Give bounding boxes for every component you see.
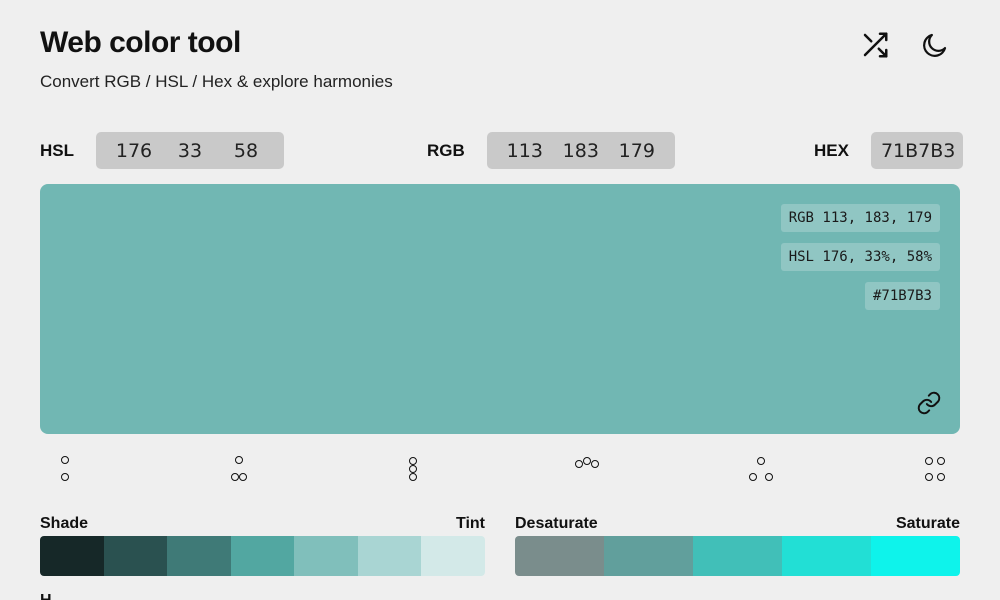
square-harmony-button[interactable] <box>918 454 952 486</box>
hex-input-box: 71B7B3 <box>870 132 963 169</box>
shade-tint-swatch-1[interactable] <box>40 536 104 576</box>
hsl-label: HSL <box>40 140 74 160</box>
saturation-swatch-2[interactable] <box>604 536 693 576</box>
desaturate-label: Desaturate <box>515 515 598 532</box>
saturation-swatch-3[interactable] <box>693 536 782 576</box>
hex-input[interactable]: 71B7B3 <box>880 139 956 162</box>
triadic-icon <box>409 457 417 481</box>
hsl-code-chip[interactable]: HSL 176, 33%, 58% <box>780 243 940 271</box>
analogous-icon <box>575 457 599 468</box>
complementary-harmony-button[interactable] <box>48 454 82 486</box>
shade-tint-swatch-5[interactable] <box>294 536 358 576</box>
shade-tint-swatch-2[interactable] <box>103 536 168 576</box>
shade-tint-swatch-6[interactable] <box>357 536 422 576</box>
shade-tint-swatch-7[interactable] <box>421 536 485 576</box>
analogous-harmony-button[interactable] <box>570 454 604 486</box>
page-title: Web color tool <box>40 26 241 59</box>
saturation-scale <box>515 536 960 576</box>
hex-label: HEX <box>814 140 849 160</box>
share-link-button[interactable] <box>916 390 942 416</box>
lightness-input[interactable]: 58 <box>233 139 259 162</box>
hsl-input-box: 176 33 58 <box>96 132 284 169</box>
square-icon <box>925 457 945 481</box>
shade-tint-swatch-3[interactable] <box>167 536 231 576</box>
red-input[interactable]: 113 <box>506 139 543 162</box>
blue-input[interactable]: 179 <box>618 139 655 162</box>
shade-tint-scale <box>40 536 485 576</box>
hue-input[interactable]: 176 <box>115 139 153 162</box>
shade-label: Shade <box>40 515 89 532</box>
rgb-field-group: RGB 113 183 179 <box>427 132 675 169</box>
complementary-icon <box>61 456 69 481</box>
split-complementary-harmony-button[interactable] <box>222 454 256 486</box>
saturation-swatch-4[interactable] <box>782 536 871 576</box>
page-subtitle: Convert RGB / HSL / Hex & explore harmon… <box>40 72 393 91</box>
rgb-input-box: 113 183 179 <box>486 132 675 169</box>
hex-code-chip[interactable]: #71B7B3 <box>864 282 940 310</box>
shade-tint-swatch-4[interactable] <box>230 536 295 576</box>
triadic-harmony-button[interactable] <box>396 454 430 486</box>
tetradic-icon <box>749 457 773 481</box>
tint-label: Tint <box>455 515 485 532</box>
rgb-code-chip[interactable]: RGB 113, 183, 179 <box>780 204 940 232</box>
shuffle-icon <box>863 32 888 58</box>
link-icon <box>917 391 941 415</box>
green-input[interactable]: 183 <box>562 139 599 162</box>
saturation-swatch-5[interactable] <box>871 536 960 576</box>
saturate-label: Saturate <box>895 515 960 532</box>
tetradic-harmony-button[interactable] <box>744 454 778 486</box>
theme-toggle-button[interactable] <box>918 28 952 62</box>
moon-icon <box>923 33 947 57</box>
saturation-swatch-1[interactable] <box>515 536 604 576</box>
hex-field-group: HEX 71B7B3 <box>814 132 963 169</box>
saturation-input[interactable]: 33 <box>177 139 203 162</box>
next-section-label: H <box>40 592 52 600</box>
shuffle-button[interactable] <box>858 28 892 62</box>
color-preview: RGB 113, 183, 179 HSL 176, 33%, 58% #71B… <box>40 184 960 434</box>
rgb-label: RGB <box>427 140 465 160</box>
split-complementary-icon <box>231 456 247 481</box>
hsl-field-group: HSL 176 33 58 <box>40 132 284 169</box>
